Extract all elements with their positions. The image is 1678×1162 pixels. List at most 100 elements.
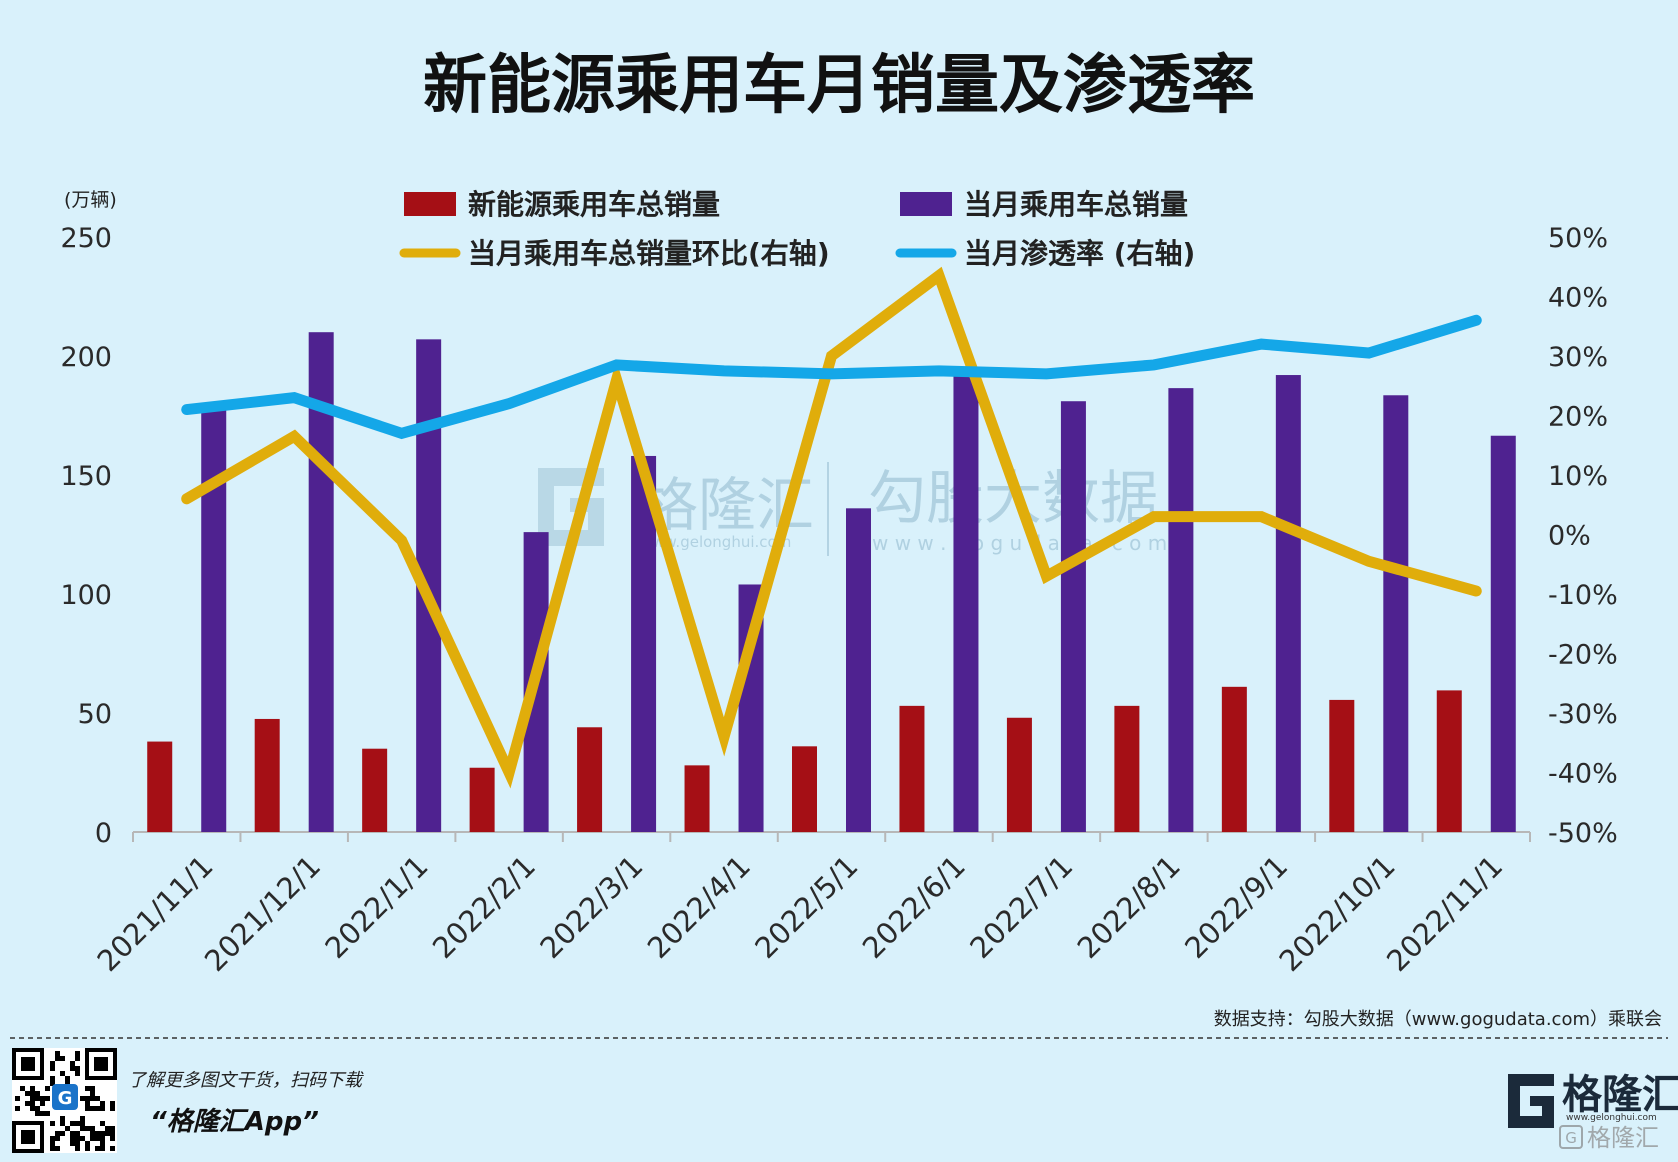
right-tick-label: -50% — [1548, 818, 1618, 849]
left-tick-label: 100 — [60, 580, 112, 611]
series-line-mom-point — [1367, 560, 1370, 563]
bar-total-sales — [1168, 388, 1194, 832]
chart-title: 新能源乘用车月销量及渗透率 — [423, 49, 1255, 123]
legend-label-mom: 当月乘用车总销量环比(右轴) — [468, 237, 830, 270]
series-line-penetration-point — [723, 369, 726, 372]
series-line-penetration-point — [400, 432, 403, 435]
x-tick-label: 2022/2/1 — [426, 849, 542, 965]
x-axis-tick-marks — [132, 832, 1531, 842]
x-tick-label: 2022/5/1 — [748, 849, 864, 965]
right-tick-label: 40% — [1548, 283, 1608, 314]
bar-nev-sales — [1114, 705, 1140, 832]
series-line-penetration-point — [615, 363, 618, 366]
corner-g-icon: G — [1559, 1125, 1583, 1149]
left-tick-label: 200 — [60, 342, 112, 373]
bar-total-sales — [953, 375, 979, 832]
x-tick-label: 2022/1/1 — [318, 849, 434, 965]
legend-swatch-total — [900, 192, 952, 216]
bar-total-sales — [308, 332, 334, 832]
right-tick-label: 10% — [1548, 461, 1608, 492]
bar-nev-sales — [577, 727, 603, 832]
series-line-mom-point — [185, 497, 188, 500]
bar-nev-sales — [362, 748, 388, 832]
bar-nev-sales — [254, 718, 280, 832]
x-tick-label: 2021/11/1 — [90, 849, 219, 978]
series-line-mom-point — [1475, 590, 1478, 593]
x-tick-label: 2022/4/1 — [641, 849, 757, 965]
series-line-penetration-point — [185, 408, 188, 411]
x-tick-label: 2022/10/1 — [1273, 849, 1402, 978]
bar-total-sales — [201, 403, 227, 832]
right-tick-label: 20% — [1548, 402, 1608, 433]
source-note: 数据支持：勾股大数据（www.gogudata.com）乘联会 — [1214, 1009, 1662, 1030]
right-tick-label: -10% — [1548, 580, 1618, 611]
x-tick-label: 2022/8/1 — [1071, 849, 1187, 965]
legend-label-nev: 新能源乘用车总销量 — [468, 188, 720, 221]
legend: 新能源乘用车总销量 当月乘用车总销量 当月乘用车总销量环比(右轴) 当月渗透率 … — [399, 188, 1195, 270]
brand-logo-url: www.gelonghui.com — [1566, 1113, 1657, 1123]
corner-watermark-text: 格隆汇 — [1587, 1124, 1659, 1152]
footer-promo-text: 了解更多图文干货，扫码下载 — [128, 1070, 364, 1091]
bar-total-sales — [1383, 395, 1409, 832]
series-line-penetration-point — [293, 396, 296, 399]
series-line-mom-point — [1045, 575, 1048, 578]
left-tick-label: 0 — [95, 818, 112, 849]
watermark-logo-icon — [538, 468, 604, 546]
right-tick-label: 30% — [1548, 342, 1608, 373]
bar-nev-sales — [1221, 686, 1247, 832]
bar-nev-sales — [684, 765, 710, 832]
footer-app-name: “格隆汇App” — [150, 1107, 319, 1137]
right-tick-label: 50% — [1548, 223, 1608, 254]
legend-label-total: 当月乘用车总销量 — [964, 188, 1188, 221]
series-line-mom-point — [615, 378, 618, 381]
bar-nev-sales — [1329, 699, 1355, 832]
series-line-penetration-point — [937, 369, 940, 372]
series-line-penetration-point — [830, 372, 833, 375]
x-tick-label: 2022/6/1 — [856, 849, 972, 965]
series-line-mom-point — [937, 274, 940, 277]
series-line-mom-point — [400, 539, 403, 542]
series-line-penetration-point — [1475, 319, 1478, 322]
brand-logo-icon — [1508, 1074, 1554, 1128]
x-tick-label: 2022/9/1 — [1178, 849, 1294, 965]
bar-nev-sales — [469, 767, 495, 832]
lines-group — [181, 266, 1482, 789]
left-tick-label: 250 — [60, 223, 112, 254]
right-axis-ticks: 50% 40% 30% 20% 10% 0% -10% -20% -30% -40% -50% — [1548, 223, 1618, 849]
bar-total-sales — [1275, 375, 1301, 832]
svg-text:G: G — [58, 1088, 73, 1109]
bar-total-sales — [1490, 435, 1516, 832]
right-tick-label: -40% — [1548, 759, 1618, 790]
bar-nev-sales — [899, 705, 925, 832]
brand-logo-text: 格隆汇 — [1562, 1072, 1678, 1118]
svg-text:G: G — [1565, 1129, 1577, 1147]
x-tick-label: 2022/11/1 — [1380, 849, 1509, 978]
brand-logo: 格隆汇 www.gelonghui.com G 格隆汇 — [1508, 1072, 1678, 1152]
series-line-mom-point — [293, 435, 296, 438]
bar-nev-sales — [147, 741, 173, 832]
legend-swatch-nev — [404, 192, 456, 216]
watermark-url-left: www.gelonghui.com — [640, 533, 791, 551]
x-tick-label: 2022/3/1 — [533, 849, 649, 965]
bars-group — [147, 332, 1516, 832]
left-tick-label: 150 — [60, 461, 112, 492]
left-tick-label: 50 — [78, 699, 112, 730]
bar-nev-sales — [1436, 690, 1462, 832]
bar-total-sales — [846, 508, 871, 832]
bar-total-sales — [1060, 401, 1086, 832]
series-line-mom-point — [1260, 515, 1263, 518]
right-tick-label: 0% — [1548, 521, 1591, 552]
left-axis-ticks: 250 200 150 100 50 0 — [60, 223, 112, 849]
series-line-mom-point — [723, 735, 726, 738]
bar-total-sales — [631, 455, 657, 832]
series-line-penetration-point — [508, 402, 511, 405]
series-line-penetration-point — [1260, 343, 1263, 346]
series-line-mom-point — [830, 355, 833, 357]
x-axis-labels: 2021/11/12021/12/12022/1/12022/2/12022/3… — [90, 849, 1509, 978]
series-line-mom-point — [1152, 515, 1155, 518]
series-line-penetration-point — [1152, 363, 1155, 366]
qr-code-icon[interactable]: G — [12, 1048, 117, 1153]
x-tick-label: 2022/7/1 — [963, 849, 1079, 965]
